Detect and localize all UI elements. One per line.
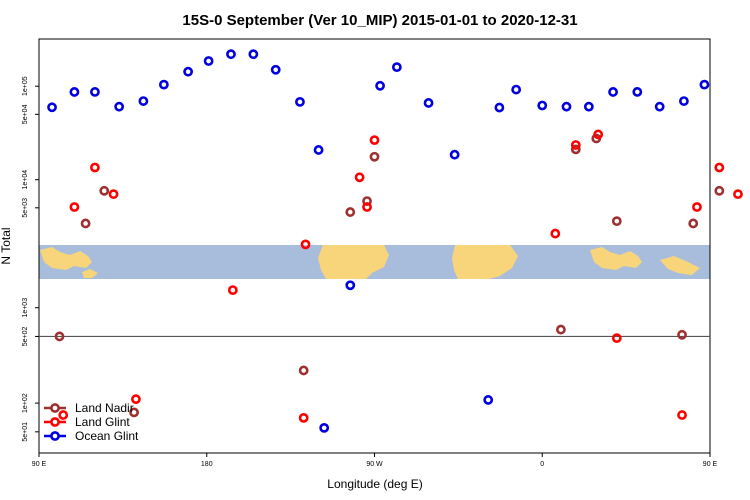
land-nadir-point bbox=[369, 151, 380, 162]
land-nadir-point bbox=[345, 207, 356, 217]
land-nadir-point bbox=[54, 331, 65, 342]
land-australia-east bbox=[660, 256, 700, 275]
ocean-glint-point bbox=[138, 96, 149, 106]
y-tick-label: 5e+03 bbox=[22, 198, 29, 218]
land-africa bbox=[452, 245, 518, 279]
ocean-glint-point bbox=[90, 87, 100, 97]
land-glint-point bbox=[362, 202, 372, 212]
y-tick-label: 5e+02 bbox=[22, 327, 29, 347]
y-tick-label: 1e+02 bbox=[22, 393, 29, 413]
ocean-glint-point bbox=[583, 101, 594, 112]
land-glint-point bbox=[300, 239, 311, 250]
land-nadir-point bbox=[611, 216, 622, 227]
ocean-glint-point bbox=[375, 80, 385, 91]
ocean-glint-point bbox=[270, 64, 281, 75]
land-glint-point bbox=[108, 189, 119, 200]
land-glint-point bbox=[692, 202, 702, 212]
land-nadir-point bbox=[714, 185, 725, 196]
land-glint-point bbox=[369, 135, 380, 146]
ocean-glint-point bbox=[561, 101, 572, 112]
y-axis: 5e+03 1e+04 5e+04 1e+05 5e+01 1e+02 5e+02 1e+03 bbox=[22, 76, 39, 442]
y-tick-label: 1e+05 bbox=[22, 76, 29, 96]
chart-title: 15S-0 September (Ver 10_MIP) 2015-01-01 … bbox=[182, 12, 577, 29]
x-tick-label: 90 E bbox=[32, 461, 47, 468]
world-map-strip bbox=[39, 245, 710, 279]
ocean-glint-point bbox=[319, 422, 330, 433]
legend-label-land-nadir: Land Nadir bbox=[75, 401, 134, 415]
ocean-glint-point bbox=[295, 96, 305, 107]
land-glint-point bbox=[69, 202, 80, 212]
land-glint-point bbox=[58, 410, 69, 420]
legend-marker-ocean-glint bbox=[50, 431, 60, 441]
land-nadir-point bbox=[129, 407, 139, 418]
legend-label-ocean-glint: Ocean Glint bbox=[75, 429, 139, 443]
x-axis: 90 E 180 90 W 0 90 E bbox=[32, 453, 718, 468]
x-tick-label: 0 bbox=[540, 461, 544, 468]
ocean-glint-point bbox=[114, 101, 125, 112]
ocean-glint-point bbox=[511, 84, 522, 95]
legend-marker-land-nadir bbox=[50, 403, 60, 413]
land-nadir-point bbox=[677, 329, 687, 340]
ocean-glint-point bbox=[483, 395, 494, 405]
ocean-glint-point bbox=[699, 79, 710, 90]
x-tick-label: 90 W bbox=[366, 461, 383, 468]
land-glint-point bbox=[611, 333, 622, 344]
x-axis-label: Longitude (deg E) bbox=[327, 477, 422, 491]
ocean-glint-point bbox=[183, 66, 194, 77]
ocean-glint-point bbox=[47, 102, 57, 113]
ocean-glint-point bbox=[494, 102, 505, 113]
land-south-america bbox=[318, 245, 389, 279]
land-nadir-point bbox=[688, 218, 699, 229]
ocean-glint-point bbox=[449, 149, 460, 160]
ocean-glint-point bbox=[345, 280, 356, 291]
land-nadir-point bbox=[80, 218, 91, 229]
land-indonesia-west bbox=[40, 247, 92, 270]
ocean-glint-point bbox=[632, 87, 643, 97]
land-glint-point bbox=[550, 228, 561, 239]
legend-label-land-glint: Land Glint bbox=[75, 415, 130, 429]
land-glint-point bbox=[354, 172, 365, 183]
data-points bbox=[47, 49, 743, 433]
ocean-glint-point bbox=[608, 87, 618, 97]
ocean-glint-point bbox=[69, 87, 80, 97]
ocean-glint-point bbox=[313, 145, 324, 155]
land-nadir-point bbox=[298, 365, 309, 376]
land-glint-point bbox=[131, 394, 141, 405]
land-glint-point bbox=[570, 140, 581, 150]
x-tick-label: 180 bbox=[201, 461, 213, 468]
ocean-glint-point bbox=[679, 96, 689, 106]
ocean-glint-point bbox=[391, 62, 402, 73]
land-glint-point bbox=[90, 162, 100, 173]
ocean-glint-point bbox=[158, 79, 169, 90]
land-nadir-point bbox=[555, 324, 566, 335]
land-glint-point bbox=[714, 162, 725, 173]
y-tick-label: 5e+01 bbox=[22, 422, 29, 442]
land-glint-point bbox=[298, 412, 309, 423]
ocean-glint-point bbox=[203, 56, 214, 66]
land-glint-point bbox=[227, 285, 238, 295]
land-glint-point bbox=[733, 189, 743, 200]
y-tick-label: 5e+04 bbox=[22, 104, 29, 124]
land-australia-west bbox=[82, 269, 98, 278]
land-nadir-point bbox=[99, 185, 110, 196]
land-glint-point bbox=[593, 129, 604, 140]
ocean-glint-point bbox=[423, 98, 434, 108]
ocean-glint-point bbox=[654, 101, 665, 112]
land-indonesia-east bbox=[590, 247, 642, 270]
land-nadir-point bbox=[570, 144, 581, 155]
ocean-glint-point bbox=[248, 49, 259, 60]
y-tick-label: 1e+03 bbox=[22, 298, 29, 318]
y-tick-label: 1e+04 bbox=[22, 170, 29, 190]
ocean-glint-point bbox=[226, 49, 236, 60]
y-axis-label: N Total bbox=[0, 227, 13, 264]
ocean-glint-point bbox=[537, 100, 548, 111]
land-glint-point bbox=[677, 410, 687, 420]
legend-marker-land-glint bbox=[50, 417, 60, 427]
x-tick-label: 90 E bbox=[703, 461, 718, 468]
